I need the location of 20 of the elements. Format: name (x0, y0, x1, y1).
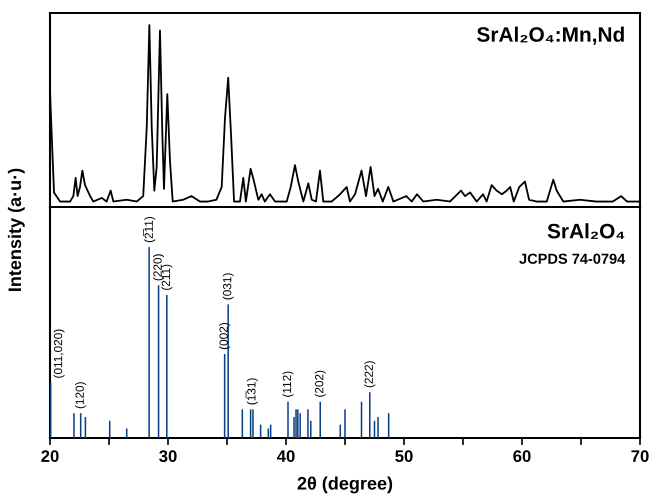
x-tick-label: 60 (513, 450, 531, 462)
annotation: (1̅31) (246, 378, 258, 404)
text: SrAl₂O₄ (548, 223, 624, 239)
annotation: (011,020) (54, 330, 65, 378)
x-axis-title: 2θ (degree) (298, 476, 392, 494)
annotation: (222) (364, 361, 376, 388)
annotation: (002) (219, 323, 230, 350)
annotation: (031) (222, 273, 234, 300)
annotation: (2̅11) (142, 216, 156, 242)
x-tick-label: 50 (395, 450, 413, 462)
annotation: (120) (75, 382, 86, 408)
x-tick-label: 40 (276, 450, 295, 462)
text: SrAl₂O₄:Mn,Nd (477, 26, 624, 45)
x-tick-label: 70 (631, 450, 649, 462)
annotation: (112) (282, 372, 294, 397)
annotation: JCPDS 74-0794 (519, 254, 626, 264)
x-tick-label: 20 (41, 450, 59, 462)
annotation: (202) (314, 370, 326, 397)
x-tick-label: 30 (159, 450, 177, 462)
y-axis-title: Intensity (a·u·) (8, 168, 25, 291)
